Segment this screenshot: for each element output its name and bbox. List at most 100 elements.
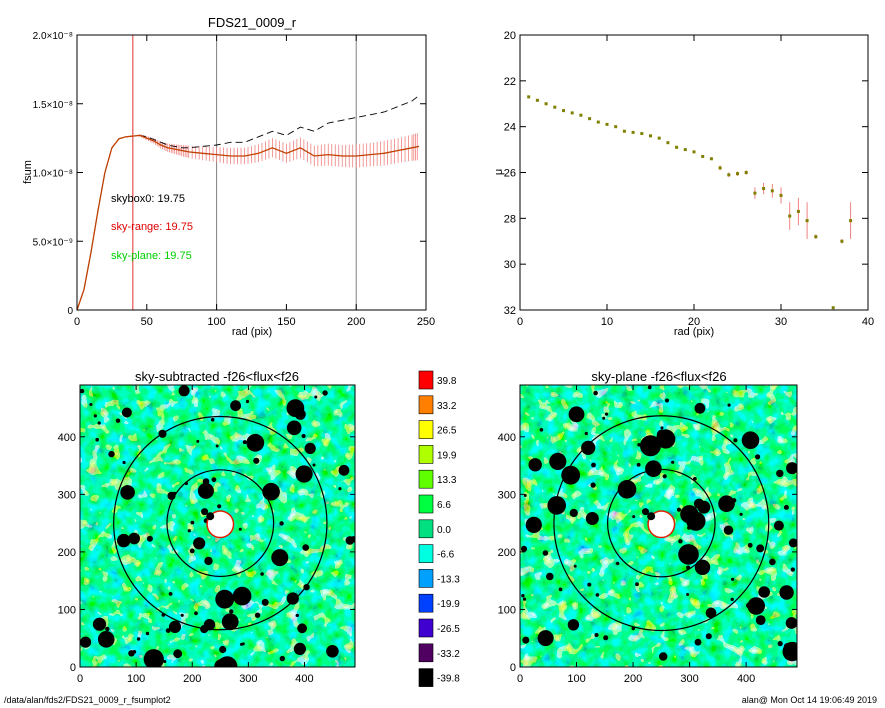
mu-point	[640, 132, 644, 136]
mu-point	[849, 219, 853, 223]
x-tick-label: 150	[277, 316, 295, 328]
masked-source	[168, 592, 173, 596]
mu-point	[579, 113, 583, 117]
masked-source	[602, 416, 606, 420]
y-tick-label: 0	[70, 662, 76, 674]
masked-source	[783, 504, 789, 510]
masked-source	[193, 537, 206, 550]
annulus	[607, 468, 716, 578]
mu-point	[788, 214, 792, 218]
annulus	[166, 469, 275, 578]
colorbar-label: 6.6	[437, 500, 451, 511]
masked-source	[279, 655, 285, 662]
mu-point	[666, 141, 670, 145]
mu-point	[683, 148, 687, 152]
masked-source	[302, 544, 310, 551]
sky-subtracted-galaxy-core	[201, 508, 235, 539]
mu-point	[562, 109, 565, 113]
masked-source	[747, 542, 753, 548]
mu-point	[814, 235, 818, 239]
masked-source	[219, 645, 227, 654]
masked-source	[121, 407, 132, 418]
mu-y-ticks: 20 22 24 26 28 30 32	[504, 30, 868, 317]
masked-source	[301, 433, 306, 439]
masked-source	[739, 512, 743, 516]
masked-source	[143, 649, 164, 667]
sky-subtracted-map: sky-subtracted -f26<flux<f26 0 100 200 300 4…	[58, 369, 356, 685]
masked-source	[790, 567, 795, 572]
sky-subtracted-x-ticks: 0 100 200 300 400	[77, 385, 314, 685]
mu-point	[657, 136, 661, 140]
colorbar-label: 39.8	[437, 376, 457, 387]
colorbar-swatch	[418, 469, 434, 489]
sky-plane-title: sky-plane -f26<flux<f26	[591, 369, 726, 384]
masked-source	[528, 458, 542, 472]
masked-source	[522, 597, 527, 601]
masked-source	[786, 462, 797, 475]
sky-subtracted-masked-sources	[80, 385, 355, 667]
masked-source	[769, 558, 776, 566]
masked-source	[146, 535, 153, 542]
x-tick-label: 200	[624, 673, 642, 685]
x-tick-label: 100	[207, 316, 225, 328]
fsum-plot: FDS21_0009_r 0 50 100 150 200 250 0 5.0×10⁻⁹ 1.…	[22, 15, 435, 338]
masked-source	[221, 613, 239, 631]
masked-source	[705, 607, 717, 619]
mu-point	[727, 173, 731, 177]
mu-point	[570, 111, 574, 115]
sky-plane-map: sky-plane -f26<flux<f26 0 100 200 300 400 0 1…	[498, 369, 798, 685]
masked-source	[230, 400, 242, 412]
masked-source	[640, 435, 661, 457]
masked-source	[261, 598, 269, 606]
masked-source	[238, 527, 242, 531]
x-tick-label: 40	[862, 316, 874, 328]
masked-source	[211, 477, 217, 483]
masked-source	[581, 440, 596, 455]
y-tick-label: 26	[504, 168, 516, 180]
masked-source	[595, 593, 600, 597]
y-tick-label: 300	[58, 489, 76, 501]
colorbar-swatch	[418, 445, 434, 464]
masked-source	[190, 520, 195, 525]
masked-source	[295, 613, 299, 618]
masked-source	[217, 656, 238, 667]
galaxy-core-saturated	[648, 511, 674, 537]
masked-source	[245, 399, 250, 404]
mu-point	[840, 239, 844, 243]
masked-source	[733, 438, 738, 443]
masked-source	[262, 482, 280, 501]
masked-source	[782, 641, 797, 662]
masked-source	[215, 589, 235, 609]
masked-source	[718, 495, 735, 512]
masked-source	[617, 480, 637, 499]
mu-point	[770, 189, 774, 193]
y-tick-label: 1.5×10⁻⁸	[33, 100, 73, 111]
masked-source	[145, 631, 150, 636]
masked-source	[788, 538, 797, 548]
masked-source	[117, 533, 131, 548]
mu-point	[614, 125, 618, 129]
sky-plane-y-ticks: 0 100 200 300 400	[498, 432, 797, 674]
mu-point	[744, 171, 748, 174]
mu-point	[527, 95, 531, 99]
x-tick-label: 30	[775, 316, 787, 328]
colorbar-swatch	[418, 544, 434, 563]
colorbar-label: 19.9	[437, 450, 457, 461]
masked-source	[521, 594, 525, 598]
masked-source	[314, 395, 318, 399]
masked-source	[80, 388, 85, 394]
masked-source	[279, 521, 284, 526]
fsum-axes-frame	[76, 34, 427, 311]
fsum-error-bars	[134, 133, 418, 168]
masked-source	[206, 512, 215, 521]
masked-source	[747, 597, 765, 615]
masked-source	[549, 452, 567, 470]
masked-source	[128, 532, 140, 545]
mu-point	[649, 134, 652, 138]
masked-source	[253, 457, 260, 464]
masked-source	[165, 628, 171, 633]
masked-source	[525, 516, 542, 534]
masked-source	[297, 623, 307, 634]
y-tick-label: 2.0×10⁻⁸	[33, 31, 73, 42]
masked-source	[295, 465, 313, 483]
